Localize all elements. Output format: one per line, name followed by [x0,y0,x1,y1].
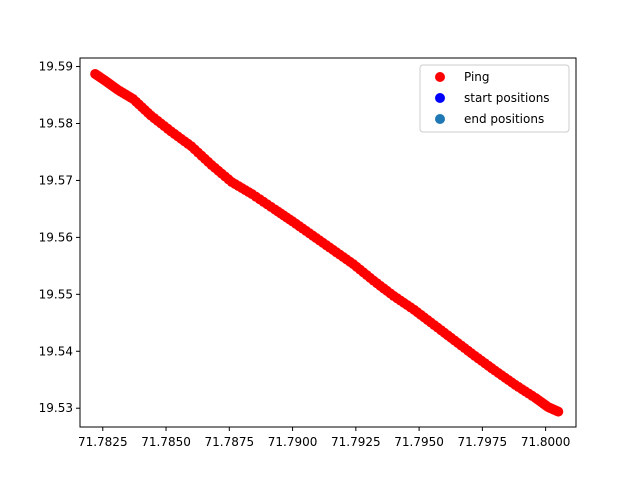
x-tick-label: 71.7850 [141,435,191,449]
x-axis-ticks: 71.7825 71.7850 71.7875 71.7900 71.7925 71.79… [78,427,570,449]
legend-marker-end-positions [435,114,445,124]
y-tick-label: 19.56 [39,230,73,244]
y-tick-label: 19.58 [39,116,73,130]
y-tick-label: 19.55 [39,287,73,301]
data-points [90,68,564,417]
legend: Ping start positions end positions [419,64,570,133]
y-tick-label: 19.59 [39,60,73,74]
x-tick-label: 71.7825 [78,435,128,449]
x-tick-label: 71.7900 [268,435,318,449]
legend-marker-start-positions [435,93,445,103]
x-tick-label: 71.7875 [204,435,254,449]
x-tick-label: 71.7950 [394,435,444,449]
y-tick-label: 19.57 [39,173,73,187]
legend-box [419,64,570,133]
legend-marker-ping [435,72,445,82]
y-axis-ticks: 19.53 19.54 19.55 19.56 19.57 19.58 19.59 [39,60,80,415]
x-tick-label: 71.7975 [458,435,508,449]
legend-label-start-positions: start positions [464,91,550,105]
data-point-ping [553,406,564,417]
y-tick-label: 19.54 [39,344,73,358]
y-tick-label: 19.53 [39,401,73,415]
legend-label-end-positions: end positions [464,112,544,126]
x-tick-label: 71.7925 [331,435,381,449]
legend-label-ping: Ping [464,70,490,84]
axes-frame [79,57,577,428]
x-tick-label: 71.8000 [521,435,571,449]
